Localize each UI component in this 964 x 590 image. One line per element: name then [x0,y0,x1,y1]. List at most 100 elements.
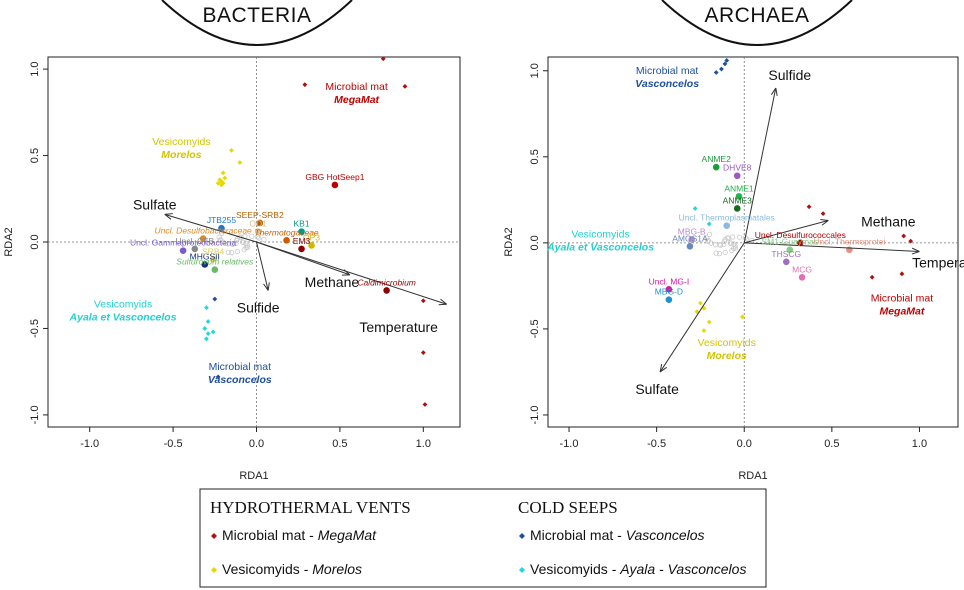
taxon-label-sulfurovum-relatives: Sulfurovum relatives [176,257,254,267]
taxon-label-mcg: MCG [792,264,812,274]
site-point-ves-morelos [698,300,703,306]
vector-arrowhead [263,282,270,291]
taxon-point-seep-srb2 [256,219,264,227]
cloud-point [238,234,244,240]
taxon-label-gbg-hotseep1: GBG HotSeep1 [305,172,364,182]
site-point-mm-vasconcelos [724,58,730,63]
taxon-label-anme3: ANME3 [723,195,753,205]
taxon-point-kb1 [298,228,305,235]
x-tick-label: -1.0 [560,438,579,450]
vector-arrowhead [164,213,173,220]
legend-label-italic: Vasconcelos [626,527,705,543]
legend-label-mm-megamat: Microbial mat - MegaMat [222,527,377,543]
cloud-point [240,239,246,245]
site-point-mm-vasconcelos [215,374,221,380]
cloud-point [731,245,737,252]
cloud-point [243,245,249,251]
group-label-microbial-mat-line: Vasconcelos [635,78,699,90]
cloud-point [249,233,255,239]
x-axis-label: RDA1 [738,470,767,482]
vector-arrowhead [659,363,667,373]
vector-sulfate [659,242,745,373]
vector-arrowhead [770,87,778,96]
cloud-point [717,242,723,248]
taxon-point-caldimicrobium [383,287,390,294]
vector-temperature [256,241,447,305]
group-label-vesicomyids-line: Vesicomyids [571,229,629,241]
x-tick-label: 1.0 [416,438,431,450]
y-tick-label: 0.0 [29,234,41,249]
site-point-ves-morelos [217,177,223,183]
plot-frame [547,56,959,428]
group-label-vesicomyids-line: Morelos [161,149,201,161]
y-tick-label: -1.0 [29,405,41,424]
vector-label-sulfate: Sulfate [635,381,679,397]
taxon-point-uncl-cfb [191,245,199,253]
group-label-microbial-mat-line: Microbial mat [636,65,699,77]
taxon-point-uncl-desulfobacteraceae [199,235,207,242]
taxon-label-uncl-cfb: Uncl. CFB [175,236,214,246]
panel-archaea: ARCHAEA -1.0 -0.5 0.0 0.5 1.0 -1.0 -0.5 0.0 0.5 1.… [503,0,964,482]
panel-bacteria: BACTERIA -1.0 -0.5 0.0 0.5 1.0 -1.0 -0.5 0.0 0.5 1… [3,0,461,482]
site-point-ves-morelos [740,314,745,320]
site-point-mm-vasconcelos [212,296,218,302]
cloud-point [726,235,732,241]
legend-marker-ves-ayala [519,567,525,573]
x-tick-label: -0.5 [164,438,183,450]
cloud-point [706,231,713,237]
cloud-point [722,249,728,256]
taxon-label-sm1-guaymas: SM1-Guaymas [761,237,818,247]
taxon-label-od1: OD1 [249,219,267,229]
legend-label-prefix: Vesicomyids - [530,561,620,577]
site-point-mm-megamat [420,298,426,304]
legend-label-mm-vasconcelos: Microbial mat - Vasconcelos [530,527,705,543]
taxon-point-thermotogaceae [283,236,290,244]
taxon-point-mbg-d [665,296,673,303]
site-point-mm-vasconcelos [719,66,724,72]
taxon-point-jtb255 [218,224,225,232]
y-tick-label: 1.0 [29,61,41,76]
vector-arrowhead [911,247,920,255]
center-point-cloud [216,230,267,256]
taxon-label-uncl-thermoplasmatales: Uncl. Thermoplasmatales [679,213,775,223]
site-point-mm-megamat [899,271,905,277]
legend-label-italic: Morelos [312,561,362,577]
vector-sulfide [256,241,269,291]
x-tick-label: 0.5 [332,438,347,450]
taxon-label-em3: EM3 [293,236,311,246]
taxon-point-uncl-mg-i [665,286,673,293]
legend-label-prefix: Vesicomyids - [222,561,312,577]
legend-marker-ves-morelos [211,567,217,573]
y-tick-label: -0.5 [29,319,41,338]
cloud-point [229,241,235,247]
y-axis-label: RDA2 [3,227,15,256]
group-label-microbial-mat-line: Microbial mat [871,292,934,304]
legend-title-hydrothermal: HYDROTHERMAL VENTS [210,498,411,517]
title-arc [661,0,853,46]
site-point-mm-vasconcelos [713,70,719,75]
taxon-point-uncl-thermoplasmatales [723,222,731,229]
legend: HYDROTHERMAL VENTS COLD SEEPS Microbial ma… [199,488,767,588]
taxon-point-anme1 [735,193,743,200]
legend-title-cold-seeps: COLD SEEPS [518,498,618,517]
site-point-ves-morelos [701,328,707,334]
vector-label-methane: Methane [861,213,916,229]
taxon-label-thermotogaceae: Thermotogaceae [254,227,319,237]
taxon-label-uncl-desulfobacteraceae: Uncl. Desulfobacteraceae [154,226,252,236]
taxon-label-srb4: SRB4 [202,246,224,256]
cloud-point [256,235,262,241]
taxon-point-dhve8 [733,172,741,180]
taxon-point-anme3 [733,205,741,212]
cloud-point [218,236,224,243]
center-point-cloud [704,231,755,257]
site-point-mm-megamat [901,233,907,239]
y-axis-label: RDA2 [503,227,515,256]
vector-arrowhead [820,219,829,226]
taxon-point-srb4 [209,255,217,263]
taxon-label-seep-srb2: SEEP-SRB2 [236,210,284,220]
vector-temperature [744,242,920,252]
cloud-point [736,234,743,240]
legend-marker-mm-megamat [211,533,217,539]
site-point-mm-megamat [302,82,308,88]
